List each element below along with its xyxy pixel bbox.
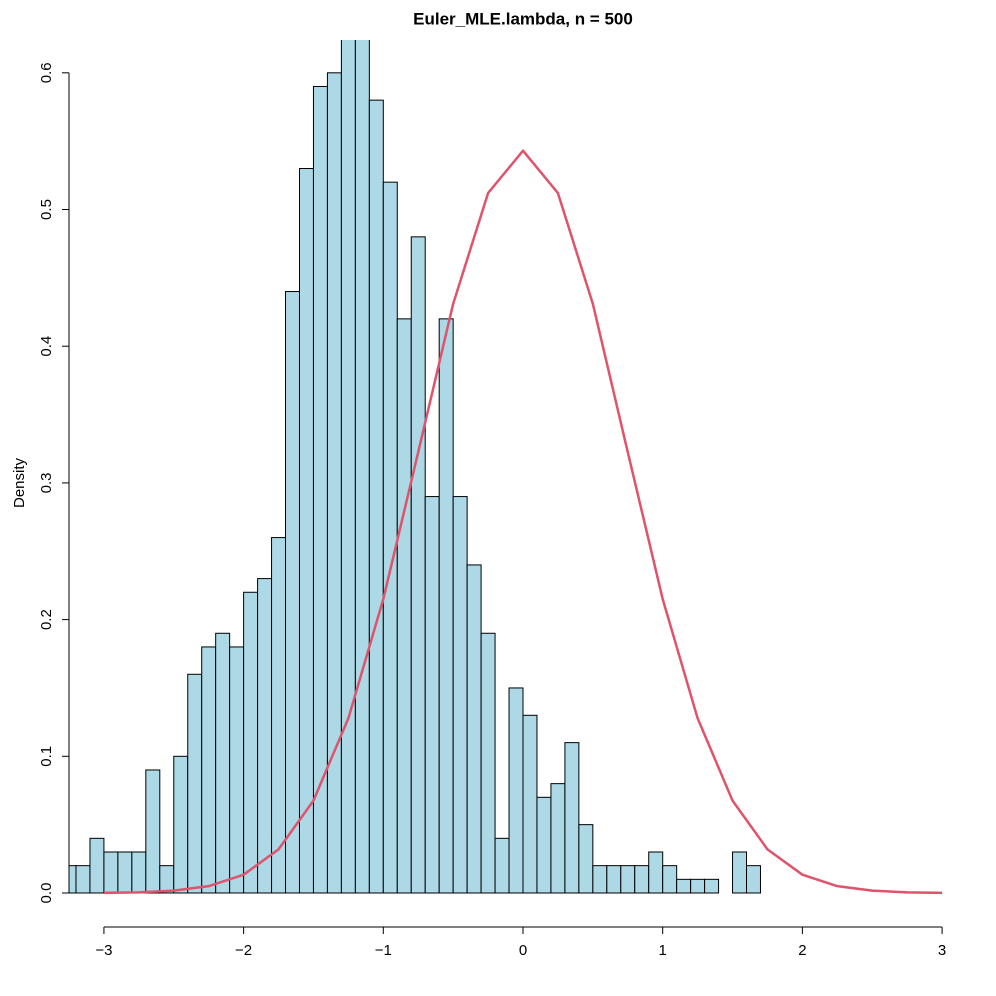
bar (229, 646, 245, 894)
bar (131, 851, 147, 894)
y-tick-label: 0.3 (38, 472, 55, 493)
bar (634, 865, 650, 894)
y-tick-label: 0.0 (38, 883, 55, 904)
bar (243, 591, 259, 894)
bar (354, 40, 370, 894)
y-tick-label: 0.5 (38, 199, 55, 220)
bar (606, 865, 622, 894)
density-curve (103, 149, 943, 895)
x-tick-label: −2 (235, 942, 252, 959)
bar (438, 318, 454, 894)
plot-area (69, 40, 943, 895)
bar (257, 578, 273, 894)
bar (676, 878, 692, 894)
bar (368, 99, 384, 894)
bar (620, 865, 636, 894)
x-tick-label: 1 (659, 942, 667, 959)
y-tick-label: 0.1 (38, 746, 55, 767)
y-tick-label: 0.2 (38, 609, 55, 630)
bar (466, 564, 482, 894)
x-tick-label: 0 (519, 942, 527, 959)
bar (494, 837, 510, 894)
bar (424, 496, 440, 894)
bar (508, 687, 524, 894)
bar (145, 769, 161, 894)
bar (704, 878, 720, 894)
bar (75, 865, 91, 894)
y-tick-label: 0.6 (38, 62, 55, 83)
y-tick-label: 0.4 (38, 336, 55, 357)
x-tick-label: 3 (938, 942, 946, 959)
chart-title: Euler_MLE.lambda, n = 500 (413, 9, 633, 28)
x-tick-label: −3 (95, 942, 112, 959)
x-tick-label: 2 (798, 942, 806, 959)
bar (285, 291, 300, 894)
bar (662, 865, 678, 894)
bar (326, 72, 342, 894)
bar (271, 537, 287, 894)
bar (117, 851, 133, 894)
bar (648, 851, 664, 894)
bar (550, 783, 566, 894)
bar (690, 878, 706, 894)
y-axis-label: Density (11, 457, 28, 508)
bar (173, 755, 189, 894)
bar (89, 837, 105, 894)
x-tick-label: −1 (375, 942, 392, 959)
bar (732, 851, 748, 894)
bar (201, 646, 217, 894)
bar (215, 632, 231, 894)
bar (396, 318, 412, 894)
bar (578, 824, 594, 894)
bar (592, 865, 608, 894)
bar (103, 851, 119, 894)
bar (298, 167, 314, 894)
bar (746, 865, 761, 894)
bar (187, 673, 203, 894)
bar (159, 865, 175, 894)
bar (480, 632, 496, 894)
bar (382, 181, 398, 894)
bar (536, 796, 552, 894)
bar (340, 40, 356, 894)
bar (564, 742, 580, 894)
bar (452, 496, 468, 894)
bar (522, 714, 538, 894)
bar (410, 236, 426, 894)
